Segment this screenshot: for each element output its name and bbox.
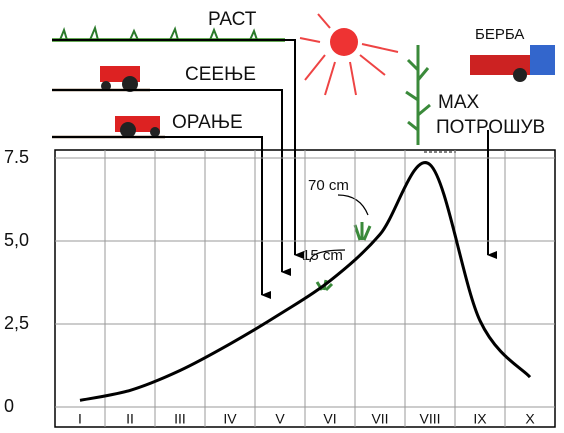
y-tick-label: 0 [4, 396, 14, 416]
y-tick-label: 7.5 [4, 147, 29, 167]
y-tick-label: 5,0 [4, 230, 29, 250]
decoration [52, 13, 555, 299]
annotation: БЕРБА [475, 26, 524, 43]
consumption-line [79, 161, 532, 402]
x-tick-label: VI [323, 411, 336, 427]
x-tick-label: V [275, 411, 285, 427]
annotation: ОРАЊЕ [172, 112, 243, 133]
x-tick-label: IX [473, 411, 487, 427]
x-tick-label: I [78, 411, 82, 427]
x-tick-label: VIII [419, 411, 440, 427]
annotation: ПОТРОШУВ [436, 117, 545, 138]
annotation: 15 cm [302, 247, 343, 264]
x-tick-label: X [525, 411, 535, 427]
x-tick-label: VII [371, 411, 388, 427]
x-tick-label: IV [223, 411, 237, 427]
x-tick-label: III [174, 411, 186, 427]
annotation: MAX [438, 92, 480, 113]
annotation: 70 cm [308, 177, 349, 194]
annotation: РАСТ [208, 9, 257, 30]
annotation: СЕЕЊЕ [185, 64, 256, 85]
x-tick-label: II [126, 411, 134, 427]
y-tick-label: 2,5 [4, 313, 29, 333]
